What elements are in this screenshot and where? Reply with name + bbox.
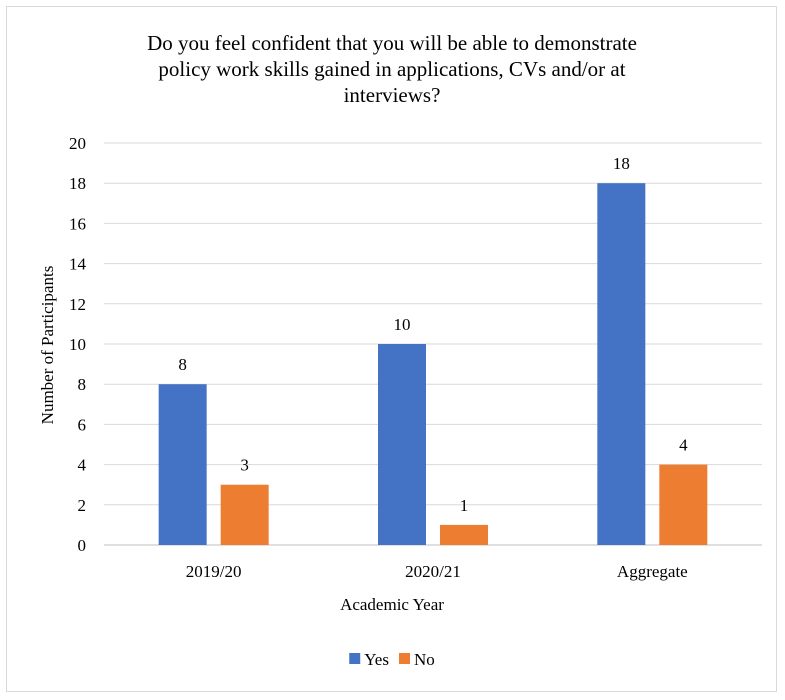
- bar-yes-2: [378, 344, 426, 545]
- chart-title-line-1: Do you feel confident that you will be a…: [147, 31, 637, 55]
- bars: [158, 183, 708, 545]
- data-label-no-3: 4: [679, 436, 688, 455]
- y-axis-label: Number of Participants: [38, 266, 57, 425]
- legend-label: Yes: [364, 650, 389, 669]
- data-labels: 8 3 10 1 18 4: [178, 154, 688, 515]
- chart-title: Do you feel confident that you will be a…: [147, 31, 637, 107]
- y-tick-label: 16: [69, 214, 86, 233]
- y-axis-ticks: 0 2 4 6 8 10 12 14 16 18 20: [69, 134, 87, 555]
- data-label-no-1: 3: [240, 456, 249, 475]
- legend-item-yes: Yes: [349, 650, 389, 669]
- legend-item-no: No: [398, 650, 435, 669]
- legend-swatch: [398, 653, 410, 664]
- y-tick-label: 20: [69, 134, 86, 153]
- gridlines: [104, 142, 762, 546]
- bar-no-1: [220, 484, 269, 545]
- bar-no-3: [659, 464, 708, 545]
- bar-no-2: [440, 524, 488, 545]
- bar-yes-3: [597, 183, 646, 545]
- y-tick-label: 4: [78, 456, 87, 475]
- y-tick-label: 10: [69, 335, 86, 354]
- data-label-no-2: 1: [460, 496, 469, 515]
- y-tick-label: 2: [78, 496, 87, 515]
- chart-title-line-3: interviews?: [344, 83, 441, 107]
- y-tick-label: 6: [78, 415, 87, 434]
- x-axis-label: Academic Year: [340, 595, 444, 614]
- legend: Yes No: [349, 650, 435, 669]
- x-tick-label: 2019/20: [186, 562, 242, 581]
- legend-swatch: [349, 653, 361, 664]
- chart-title-line-2: policy work skills gained in application…: [158, 57, 625, 81]
- x-tick-label: Aggregate: [617, 562, 688, 581]
- data-label-yes-3: 18: [613, 154, 630, 173]
- x-axis-ticks: 2019/20 2020/21 Aggregate: [186, 562, 688, 581]
- legend-label: No: [414, 650, 435, 669]
- data-label-yes-1: 8: [178, 355, 187, 374]
- bar-yes-1: [158, 384, 207, 545]
- y-tick-label: 8: [78, 375, 87, 394]
- y-tick-label: 0: [78, 536, 87, 555]
- x-tick-label: 2020/21: [405, 562, 461, 581]
- y-tick-label: 18: [69, 174, 86, 193]
- data-label-yes-2: 10: [394, 315, 411, 334]
- y-tick-label: 14: [69, 255, 87, 274]
- y-tick-label: 12: [69, 295, 86, 314]
